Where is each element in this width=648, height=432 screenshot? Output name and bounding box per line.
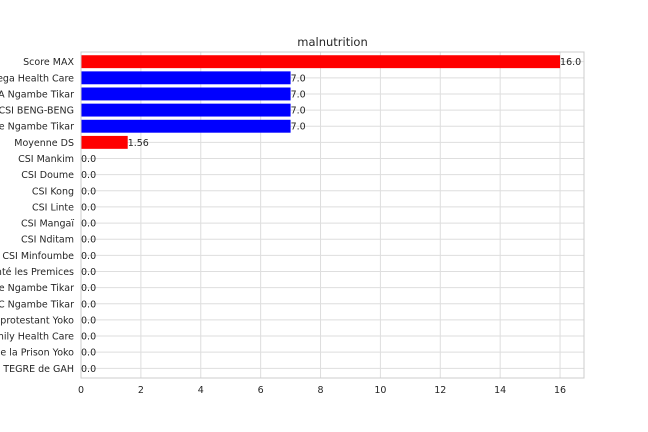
bar-value-label: 0.0 [81,235,96,246]
y-tick-label: Moyenne DS [14,138,74,149]
y-tick-label: CSI BENG-BENG [0,106,74,117]
bar-value-label: 0.0 [81,332,96,343]
x-tick-labels: 0 2 4 6 8 10 12 14 16 [78,385,566,396]
bar [81,119,291,133]
x-tick-label: 16 [554,385,566,396]
bar-value-label: 7.0 [291,106,306,117]
bar-value-label: 0.0 [81,202,96,213]
x-tick-label: 10 [374,385,386,396]
bar-value-label: 7.0 [291,89,306,100]
y-tick-label: CSI Kong [32,186,74,197]
y-tick-label: Score MAX [23,57,74,68]
y-tick-label: se Ngambe Tikar [0,122,74,133]
bar-value-label: 0.0 [81,219,96,230]
bar-value-label: 0.0 [81,186,96,197]
bar [81,103,291,117]
bar-value-label: 0.0 [81,154,96,165]
x-tick-label: 8 [318,385,324,396]
y-tick-label: CSI Mangaï [21,219,74,230]
y-tick-label: CSI Minfoumbe [2,251,74,262]
bar-value-label: 0.0 [81,315,96,326]
y-tick-label: nté les Premices [0,267,74,278]
bar-value-label: 0.0 [81,251,96,262]
x-tick-label: 14 [494,385,506,396]
x-tick-label: 12 [434,385,446,396]
bar-value-label: 0.0 [81,267,96,278]
y-tick-label: EC Ngambe Tikar [0,299,74,310]
bar-value-label: 0.0 [81,299,96,310]
plot-frame [80,51,585,379]
y-tick-label: TEGRE de GAH [2,364,74,375]
bar-value-label: 1.56 [128,138,149,149]
bar-value-label: 0.0 [81,283,96,294]
x-tick-label: 6 [258,385,264,396]
bar-value-label: 7.0 [291,122,306,133]
y-tick-label: mily Health Care [0,332,74,343]
bar [81,71,291,85]
y-tick-label: CSI Doume [21,170,74,181]
y-tick-label: protestant Yoko [0,315,74,326]
y-tick-label: CSI Linte [32,202,74,213]
bar [81,135,128,149]
grid [80,52,584,378]
y-tick-label: de Ngambe Tikar [0,283,74,294]
data-labels: 16.0 7.0 7.0 7.0 7.0 1.56 0.0 0.0 0.0 0.0 0.0 0.0 0.… [81,57,581,375]
chart-title: malnutrition [297,35,367,49]
bar-value-label: 0.0 [81,348,96,359]
x-tick-label: 4 [198,385,204,396]
y-tick-label: CSI Nditam [21,235,74,246]
x-tick-label: 0 [78,385,84,396]
y-tick-labels: Score MAX ega Health Care MA Ngambe Tikar C… [0,57,74,375]
bar-value-label: 16.0 [560,57,581,68]
bar-value-label: 0.0 [81,364,96,375]
bar-value-label: 7.0 [291,73,306,84]
x-tick-label: 2 [138,385,144,396]
y-tick-label: de la Prison Yoko [0,348,74,359]
bar [81,87,291,101]
y-tick-label: ega Health Care [0,73,74,84]
y-tick-label: CSI Mankim [18,154,74,165]
bar-value-label: 0.0 [81,170,96,181]
bars [81,55,561,149]
bar [81,55,561,69]
y-tick-label: MA Ngambe Tikar [0,89,74,100]
